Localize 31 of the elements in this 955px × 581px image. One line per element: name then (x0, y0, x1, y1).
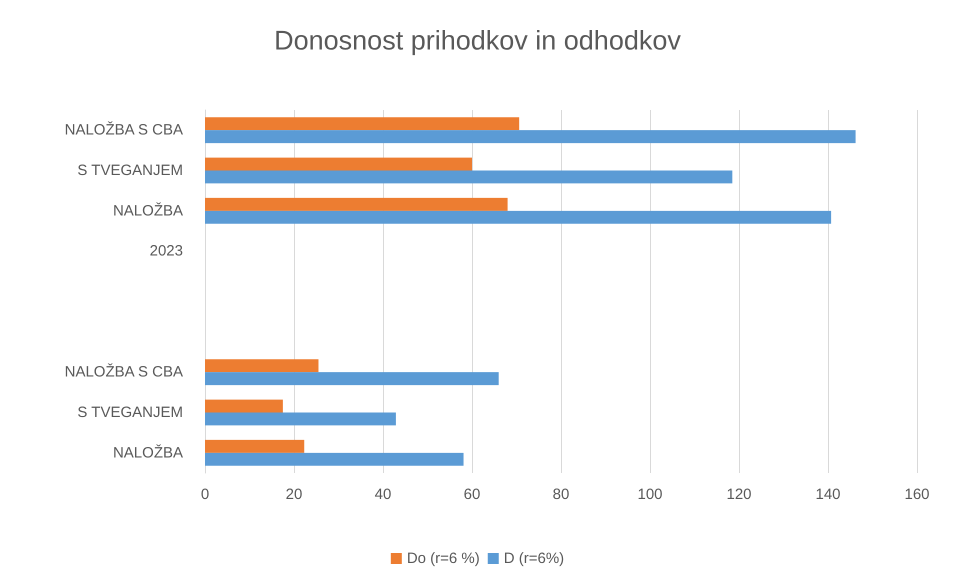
bar (205, 210, 832, 224)
x-tick-label: 80 (552, 486, 570, 503)
y-tick-label: NALOŽBA (112, 443, 183, 462)
bar (205, 412, 396, 426)
x-tick-label: 20 (286, 486, 302, 503)
y-tick-label: NALOŽBA (112, 201, 183, 220)
bar (205, 400, 283, 412)
legend-label: D (r=6%) (504, 550, 564, 567)
bar (205, 117, 520, 130)
legend-label: Do (r=6 %) (406, 550, 480, 567)
x-tick-label: 0 (200, 486, 210, 503)
x-tick-label: 40 (374, 486, 392, 503)
x-tick-label: 140 (815, 486, 841, 503)
bar (205, 158, 472, 170)
y-tick-label: NALOŽBA S CBA (64, 120, 183, 139)
y-tick-label: S TVEGANJEM (77, 162, 183, 179)
y-tick-label: S TVEGANJEM (77, 404, 183, 421)
bar (205, 130, 856, 144)
chart-title: Donosnost prihodkov in odhodkov (274, 26, 682, 56)
bar (205, 372, 499, 386)
y-tick-label: 2023 (150, 242, 183, 260)
bar (205, 198, 508, 211)
x-tick-label: 160 (904, 486, 930, 503)
y-tick-label: NALOŽBA S CBA (64, 362, 183, 381)
bar (205, 440, 304, 453)
bar (205, 170, 732, 184)
x-tick-label: 60 (464, 486, 480, 503)
bar (205, 452, 464, 466)
bar (205, 359, 318, 372)
x-tick-label: 120 (726, 486, 752, 503)
x-tick-label: 100 (637, 486, 663, 503)
